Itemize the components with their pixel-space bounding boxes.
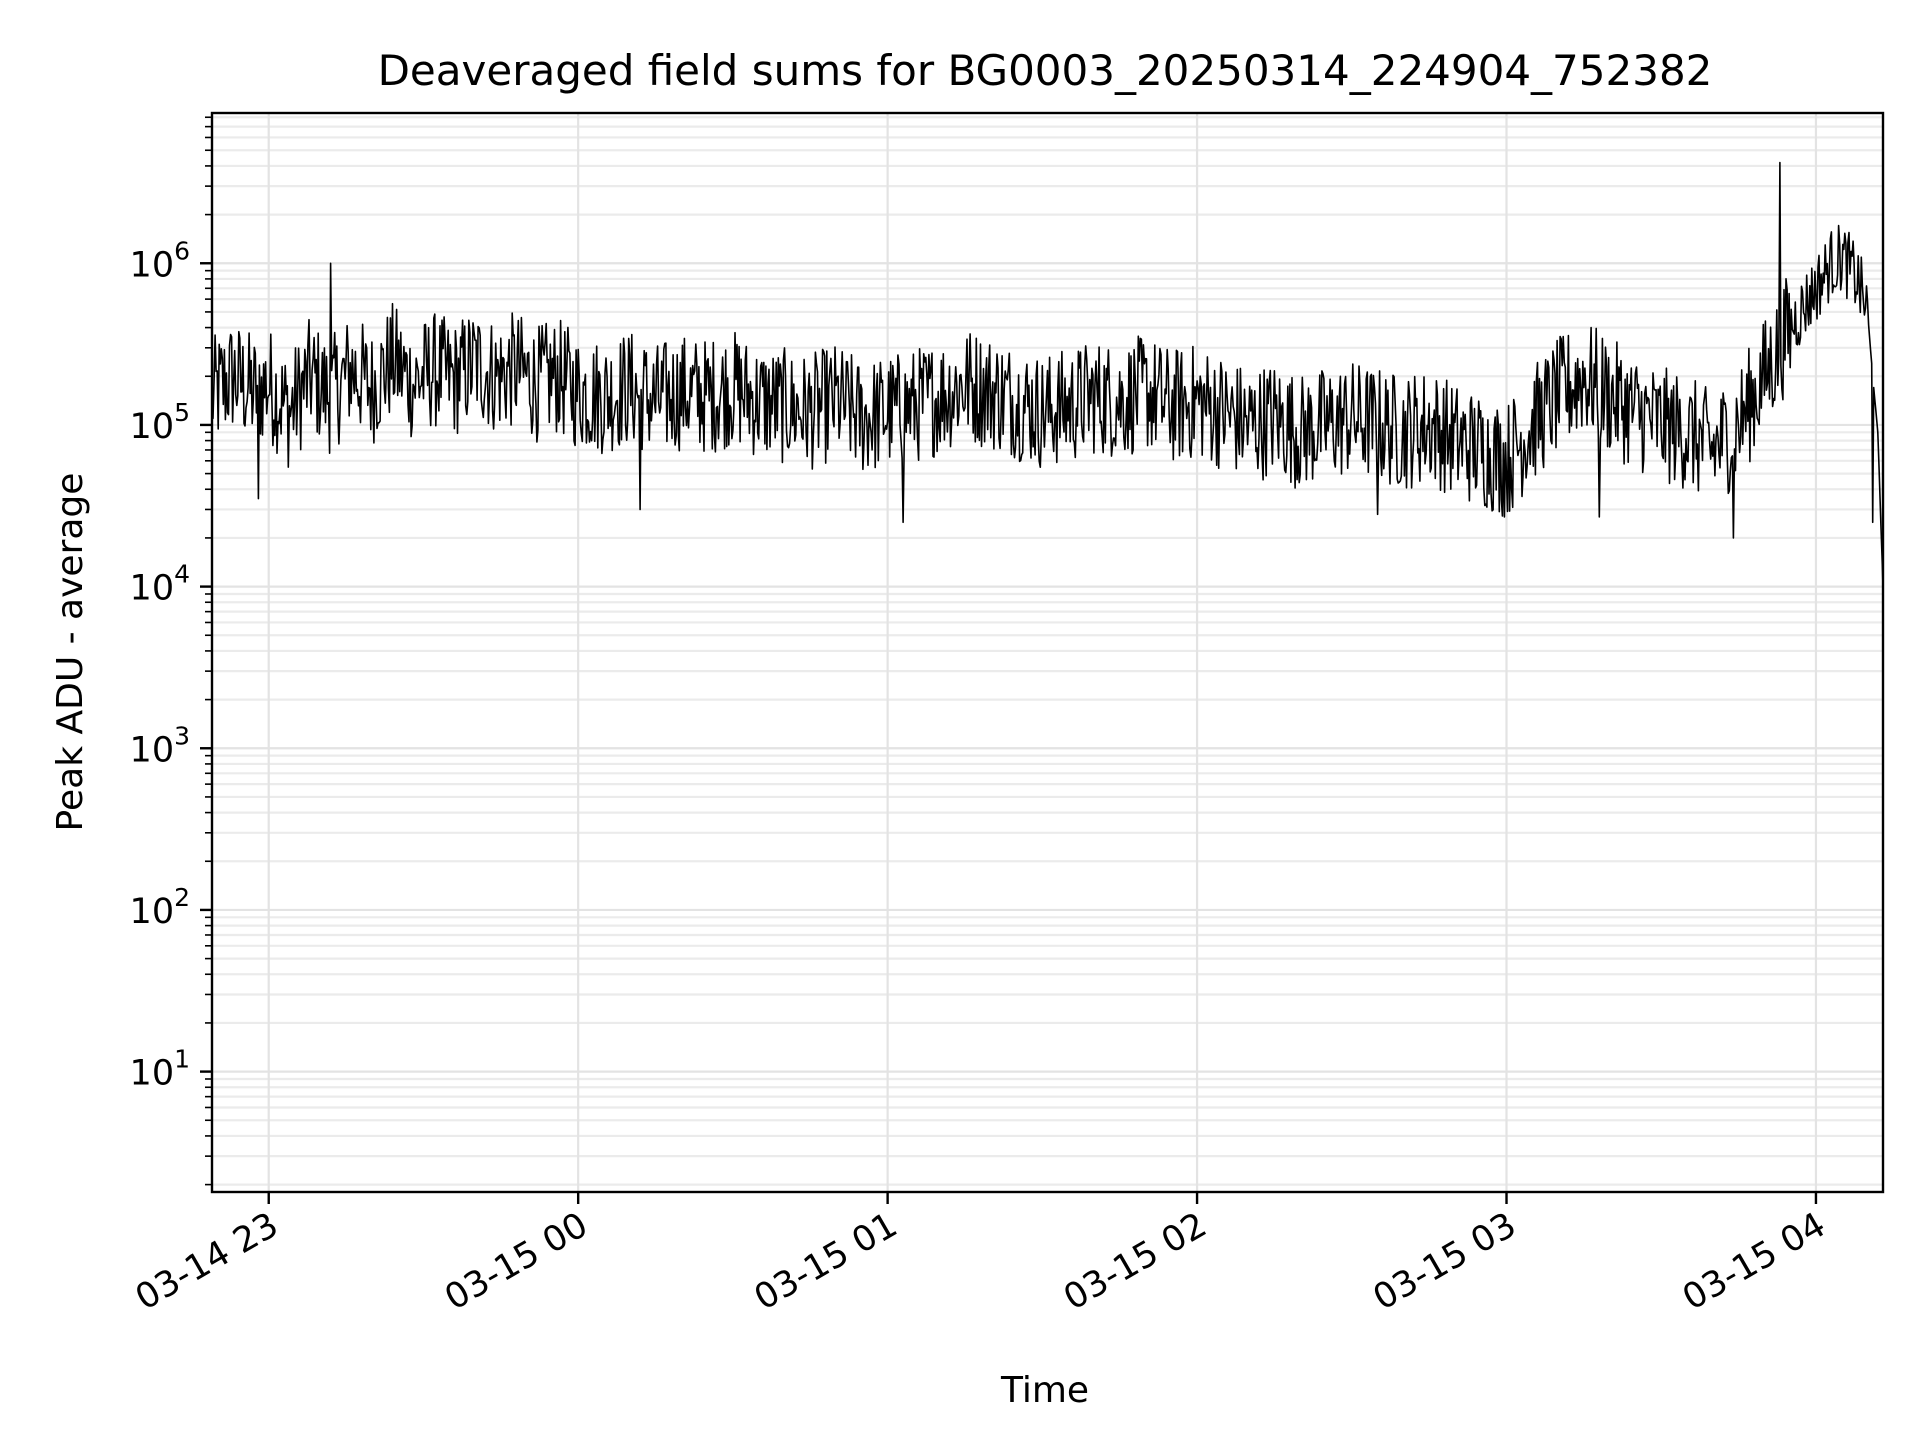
y-axis-label: Peak ADU - average (50, 473, 91, 832)
gridlines (212, 113, 1883, 1192)
y-tick-labels: 101 102 103 104 105 106 (130, 236, 190, 1093)
plot-area (212, 161, 1883, 639)
y-tick-label: 104 (130, 560, 190, 609)
plot-frame (210, 111, 1885, 1194)
y-tick-label: 103 (130, 721, 190, 770)
y-tick-label: 105 (130, 398, 190, 447)
axis-ticks (200, 116, 1818, 1204)
y-tick-label: 106 (130, 236, 190, 285)
series-line (212, 161, 1883, 639)
chart-title: Deaveraged field sums for BG0003_2025031… (378, 46, 1713, 95)
y-tick-label: 101 (130, 1045, 190, 1094)
x-axis-label: Time (1000, 1370, 1089, 1411)
y-tick-label: 102 (130, 883, 190, 932)
